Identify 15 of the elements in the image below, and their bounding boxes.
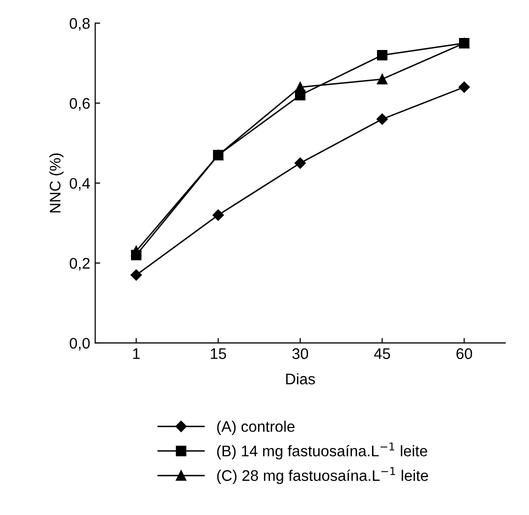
x-tick-label: 60 <box>456 348 472 360</box>
x-tick-label: 1 <box>133 348 140 359</box>
y-axis-title: NNC (%) <box>49 153 64 212</box>
x-axis-title: Dias <box>286 373 315 384</box>
x-tick-label: 45 <box>374 348 390 360</box>
y-tick-label: 0,2 <box>70 258 90 271</box>
y-tick-label: 0,4 <box>70 178 90 191</box>
legend-label: (C) 28 mg fastuosaína.L$^{−1}$ leite <box>217 467 428 484</box>
x-tick-label: 15 <box>210 348 226 360</box>
x-tick-label: 30 <box>292 348 308 360</box>
legend-label: (B) 14 mg fastuosaína.L$^{−1}$ leite <box>217 442 428 460</box>
y-tick-label: 0,6 <box>70 98 90 111</box>
y-tick-label: 0,8 <box>70 18 90 31</box>
y-tick-label: 0,0 <box>70 338 90 350</box>
legend-label: (A) controle <box>217 420 295 435</box>
